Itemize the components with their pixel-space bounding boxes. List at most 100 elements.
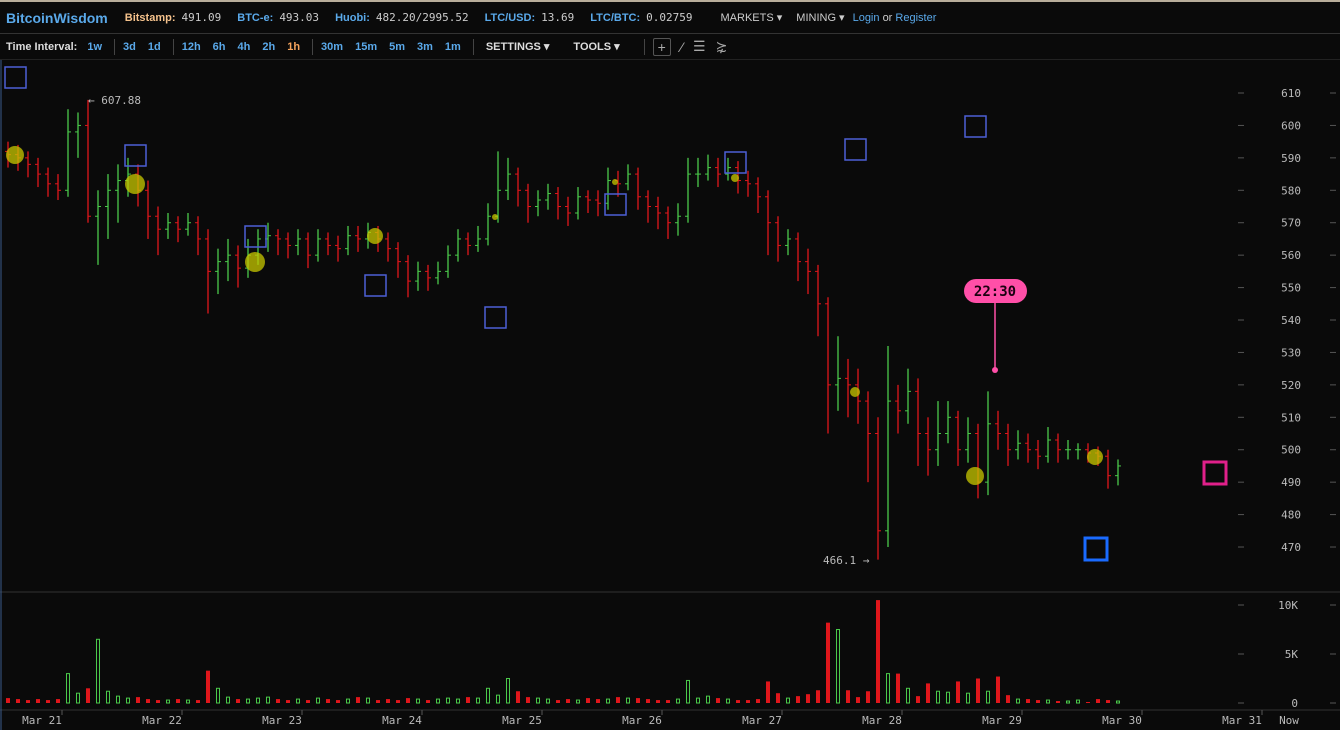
interval-30m[interactable]: 30m [321,40,344,53]
divider [172,38,174,55]
ticker-label-bitstamp: Bitstamp: [124,11,176,24]
ticker-value-btce: 493.03 [279,11,320,24]
register-link[interactable]: Register [895,11,937,24]
x-tick-label: Mar 25 [502,714,542,727]
toolbar: Time Interval: 1w 3d 1d 12h 6h 4h 2h 1h 30m 15m 5m… [0,34,1340,60]
time-marker-dot [992,367,998,373]
volume-bar [716,698,720,703]
mining-menu[interactable]: MINING ▾ [796,12,845,24]
y-tick-label: 610 [1281,87,1301,100]
volume-bar [676,698,680,704]
marker-square [484,306,507,329]
x-tick-label: Mar 29 [982,714,1022,727]
volume-bar [826,622,830,703]
login-link[interactable]: Login [852,11,880,24]
volume-bar [56,699,60,703]
x-tick-label: Now [1279,714,1299,727]
y-tick-label: 560 [1281,249,1301,262]
volume-bar [956,681,960,703]
time-marker-badge [964,279,1027,303]
tools-dropdown[interactable]: TOOLS ▾ [573,41,620,53]
x-tick-label: Mar 21 [22,714,62,727]
volume-bar [226,696,230,704]
y-tick-label: 490 [1281,476,1301,489]
volume-bar [186,699,190,704]
y-tick-label: 510 [1281,411,1301,424]
volume-bar [846,690,850,703]
volume-bar [356,697,360,703]
volume-bar [196,700,200,703]
volume-bar [966,692,970,704]
volume-bar [1016,698,1020,704]
volume-bar [816,690,820,703]
volume-bar [796,696,800,703]
logo[interactable]: BitcoinWisdom [6,9,108,26]
interval-4h[interactable]: 4h [237,40,251,53]
volume-bar [806,694,810,703]
interval-12h[interactable]: 12h [181,40,201,53]
vol-tick-label: 0 [1291,697,1298,710]
volume-bar [946,691,950,704]
x-tick-label: Mar 30 [1102,714,1142,727]
x-tick-label: Mar 27 [742,714,782,727]
volume-bar [266,696,270,704]
vol-tick-label: 10K [1278,599,1298,612]
volume-bar [116,695,120,704]
volume-bar [26,700,30,703]
volume-bar [236,699,240,703]
volume-bar [606,698,610,704]
divider [472,38,474,55]
line-tool-icon[interactable]: ⁄ [680,38,684,55]
volume-bar [986,690,990,704]
crosshair-icon[interactable]: + [652,37,671,56]
volume-bar [636,698,640,703]
fan-tool-icon[interactable]: ⋩ [715,38,728,54]
divider [643,38,645,55]
interval-2h[interactable]: 2h [262,40,276,53]
interval-1h[interactable]: 1h [287,40,301,53]
volume-bar [466,697,470,703]
trade-marker-dot [367,228,383,244]
volume-bar [146,699,150,703]
volume-bar [1056,701,1060,703]
volume-bar [1006,695,1010,703]
y-tick-label: 600 [1281,119,1301,132]
trade-marker-dot [492,214,498,220]
x-tick-label: Mar 24 [382,714,422,727]
interval-3m[interactable]: 3m [417,40,433,53]
volume-bar [36,699,40,703]
y-tick-label: 580 [1281,184,1301,197]
horizontal-lines-icon[interactable]: ☰ [693,38,706,54]
volume-bar [726,698,730,704]
interval-1m[interactable]: 1m [444,40,461,53]
volume-bar [1046,699,1050,704]
trade-marker-dot [1087,449,1103,465]
interval-3d[interactable]: 3d [123,40,136,53]
volume-bar [316,697,320,704]
interval-15m[interactable]: 15m [355,40,378,53]
x-tick-label: Mar 31 [1222,714,1262,727]
volume-bar [546,698,550,704]
volume-bar [66,673,70,704]
interval-1w[interactable]: 1w [87,40,103,53]
settings-dropdown[interactable]: SETTINGS ▾ [485,41,550,53]
x-tick-label: Mar 23 [262,714,302,727]
interval-5m[interactable]: 5m [389,40,406,53]
markets-menu[interactable]: MARKETS ▾ [720,12,783,24]
volume-bar [86,688,90,703]
volume-bar [536,697,540,704]
volume-bar [506,678,510,704]
volume-bar [376,700,380,703]
interval-6h[interactable]: 6h [212,40,226,53]
volume-bar [906,687,910,704]
marker-square [964,115,987,138]
volume-bar [136,697,140,703]
volume-bar [646,699,650,703]
interval-1d[interactable]: 1d [147,40,161,53]
x-tick-label: Mar 22 [142,714,182,727]
volume-bar [126,697,130,704]
volume-bar [206,670,210,703]
volume-bar [16,699,20,703]
volume-bar [746,700,750,703]
